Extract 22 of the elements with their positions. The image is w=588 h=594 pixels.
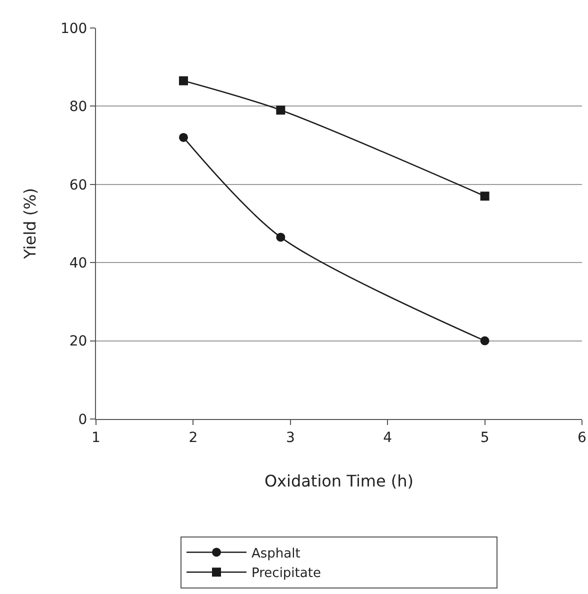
point [480,336,490,346]
point [276,232,286,242]
point [178,76,188,86]
y-axis-title: Yield (%) [20,188,40,260]
y-tick-label: 100 [60,20,88,37]
point [178,132,188,142]
x-tick-label: 3 [286,430,295,446]
point [276,106,286,115]
y-tick-label: 80 [69,99,88,116]
point [480,192,490,201]
legend-label: Precipitate [252,566,321,582]
x-tick-label: 4 [383,430,392,446]
x-tick-label: 1 [92,430,100,446]
x-axis-title: Oxidation Time (h) [264,472,414,490]
y-tick-label: 60 [69,177,88,194]
x-tick-label: 2 [188,430,198,446]
y-tick-label: 0 [78,412,88,428]
x-tick-label: 5 [480,430,490,446]
y-tick-label: 20 [69,334,88,350]
x-tick-label: 6 [578,430,587,446]
legend-label: Asphalt [252,546,300,562]
y-tick-label: 40 [69,256,88,272]
